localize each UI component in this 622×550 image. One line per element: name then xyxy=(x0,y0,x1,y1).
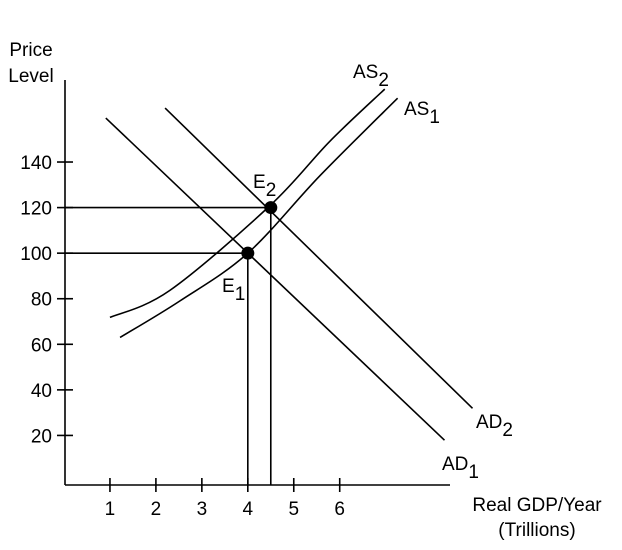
curve-label-text: AS xyxy=(404,99,429,120)
point-label-sub: 2 xyxy=(266,180,277,201)
equilibrium-point xyxy=(241,246,255,260)
point-label: E2 xyxy=(253,172,276,201)
x-axis-label: Real GDP/Year xyxy=(472,495,602,516)
curve-label: AD1 xyxy=(442,454,479,483)
y-tick-label: 80 xyxy=(31,290,52,311)
curve-label-sub: 1 xyxy=(429,107,440,128)
curve xyxy=(164,107,474,409)
y-tick-label: 120 xyxy=(20,199,52,220)
y-axis-label: Level xyxy=(8,66,53,87)
y-axis-label: Price xyxy=(9,40,52,61)
curve xyxy=(105,117,446,441)
y-tick-label: 40 xyxy=(31,381,52,402)
curve-label-sub: 1 xyxy=(468,462,479,483)
point-label: E1 xyxy=(222,276,245,305)
curve-label: AS2 xyxy=(353,62,389,91)
x-axis-label: (Trillions) xyxy=(498,520,575,541)
x-tick-label: 2 xyxy=(151,499,162,520)
point-label-text: E xyxy=(253,172,266,193)
y-tick-label: 60 xyxy=(31,335,52,356)
y-tick-label: 100 xyxy=(20,244,52,265)
point-label-sub: 1 xyxy=(235,284,246,305)
y-tick-label: 140 xyxy=(20,153,52,174)
curve-label-sub: 2 xyxy=(502,420,513,441)
x-tick-label: 6 xyxy=(334,499,345,520)
x-tick-label: 3 xyxy=(197,499,208,520)
curve-label-text: AD xyxy=(476,412,502,433)
curve-label-text: AD xyxy=(442,454,468,475)
curve-label: AD2 xyxy=(476,412,513,441)
point-label-text: E xyxy=(222,276,235,297)
equilibrium-point xyxy=(264,201,278,215)
curve xyxy=(119,97,399,339)
curve-label-sub: 2 xyxy=(378,70,389,91)
x-tick-label: 1 xyxy=(105,499,116,520)
curve-label-text: AS xyxy=(353,62,378,83)
curve-label: AS1 xyxy=(404,99,440,128)
x-tick-label: 5 xyxy=(288,499,299,520)
x-tick-label: 4 xyxy=(243,499,254,520)
y-tick-label: 20 xyxy=(31,426,52,447)
